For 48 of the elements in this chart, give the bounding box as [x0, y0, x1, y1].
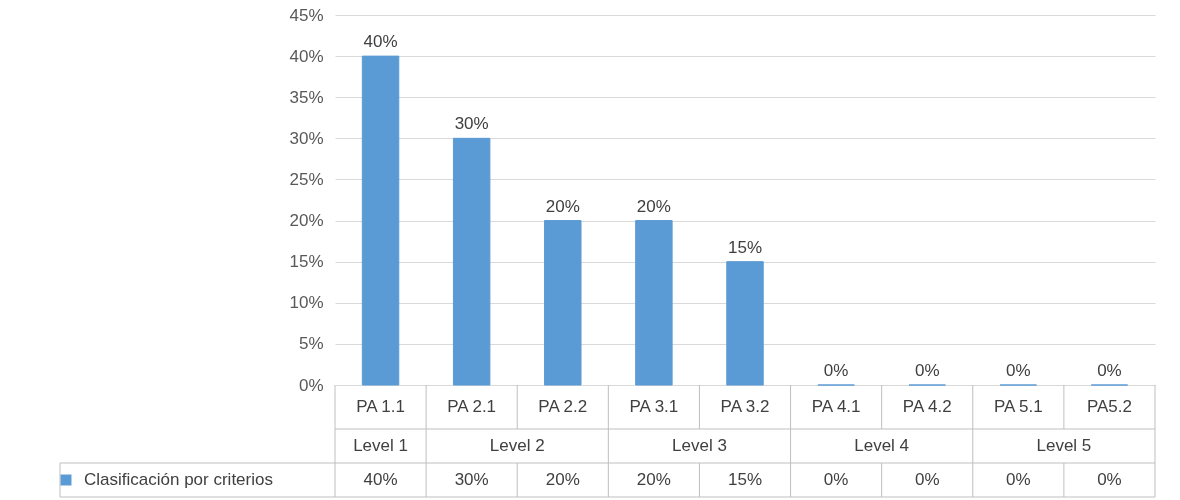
bar [361, 55, 400, 386]
x-tick-label: PA 3.1 [629, 397, 679, 416]
y-tick-label: 5% [298, 334, 324, 354]
data-label: 0% [914, 470, 940, 489]
y-tick-label: 25% [289, 169, 324, 189]
y-tick-label: 0% [298, 375, 324, 395]
x-tick-label: PA 5.1 [993, 397, 1043, 416]
text: Level 3 [672, 436, 727, 455]
y-tick-label: 15% [289, 252, 324, 272]
data-label: 0% [823, 470, 849, 489]
y-tick-label: 10% [289, 293, 324, 313]
text: 20% [545, 196, 580, 216]
bar [635, 220, 673, 386]
x-tick-label: PA 1.1 [356, 397, 405, 416]
data-label: 20% [545, 470, 580, 489]
x-tick-label: PA 4.2 [902, 397, 952, 416]
text: 0% [1006, 361, 1031, 380]
data-label: 40% [363, 470, 398, 489]
text: Level 2 [489, 436, 545, 455]
x-tick-label: PA 4.1 [811, 397, 861, 416]
text: 40% [363, 32, 398, 52]
text: 15% [727, 237, 763, 257]
data-label: 0% [1006, 470, 1031, 489]
y-tick-label: 35% [289, 87, 324, 107]
x-tick-label: PA 2.2 [538, 397, 588, 416]
text: 20% [636, 196, 671, 216]
y-tick-label: 20% [289, 211, 324, 231]
x-tick-label: PA5.2 [1086, 397, 1132, 416]
bar [726, 261, 764, 386]
data-label: 15% [727, 470, 763, 489]
x-tick-label: PA 2.1 [447, 397, 497, 416]
data-label: 20% [636, 470, 671, 489]
y-tick-label: 45% [289, 5, 324, 25]
text: 0% [823, 361, 849, 380]
x-tick-label: PA 3.2 [720, 397, 770, 416]
legend-label: Clasificación por criterios [84, 470, 273, 489]
data-label: 0% [1097, 470, 1122, 489]
bar [544, 220, 582, 386]
text: Level 5 [1036, 436, 1092, 455]
bar [452, 137, 491, 386]
y-tick-label: 40% [289, 46, 324, 66]
text: 0% [1097, 361, 1122, 380]
text: 30% [454, 114, 489, 134]
y-tick-label: 30% [289, 128, 324, 148]
text: 0% [914, 361, 940, 380]
data-label: 30% [454, 470, 489, 489]
text: Level 1 [353, 436, 408, 455]
text: Level 4 [854, 436, 910, 455]
